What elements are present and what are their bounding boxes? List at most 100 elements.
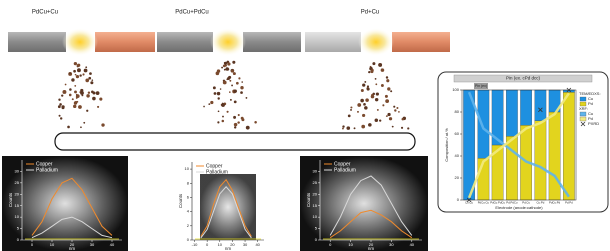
bar-segment: [463, 90, 474, 200]
particle: [227, 111, 229, 113]
particle: [226, 78, 228, 80]
particle: [237, 121, 239, 123]
particle: [92, 92, 95, 95]
particle: [375, 78, 377, 80]
particle: [225, 67, 228, 70]
bar-segment: [535, 90, 546, 121]
panel-labels: PdCu+CuPdCu+PdCuPd+Cu: [32, 10, 379, 16]
particle: [241, 81, 243, 83]
particle: [69, 94, 72, 97]
particle: [234, 100, 237, 103]
particle: [407, 127, 409, 129]
particle: [217, 97, 219, 99]
particle: [85, 66, 87, 68]
y-tick-label: 25: [15, 180, 20, 185]
y-tick-label: 8: [187, 180, 190, 185]
particle: [80, 126, 82, 128]
particle: [229, 91, 231, 93]
particle: [203, 106, 205, 108]
particle: [350, 106, 352, 108]
particle: [76, 94, 80, 98]
particle: [213, 86, 216, 89]
y-tick-label: 10: [15, 214, 20, 219]
particle: [234, 89, 237, 92]
y-tick-label: 100: [452, 87, 459, 92]
particle: [82, 73, 84, 75]
x-tick-label: 30: [389, 242, 394, 247]
x-tick-label: PdCu:Pd: [549, 201, 561, 205]
particle: [378, 63, 382, 67]
electrode: [157, 32, 213, 52]
particle: [79, 74, 81, 76]
particle: [364, 81, 366, 83]
y-tick-label: 6: [187, 195, 190, 200]
legend-label: Palladium: [206, 169, 228, 175]
y-tick-label: 20: [15, 191, 20, 196]
particle: [101, 123, 104, 126]
particle: [75, 74, 77, 76]
electrodes: [8, 28, 450, 56]
particle: [224, 62, 226, 64]
particle: [83, 122, 85, 124]
particle: [231, 70, 234, 73]
particle: [236, 82, 239, 85]
y-tick-label: 20: [313, 191, 318, 196]
particle: [392, 126, 394, 128]
particle: [254, 121, 257, 124]
tem-image: [300, 156, 428, 251]
legend-swatch: [580, 97, 586, 101]
particle: [387, 87, 390, 90]
y-tick-label: 30: [15, 168, 20, 173]
bar-segment: [478, 90, 489, 158]
bar-segment: [506, 136, 517, 200]
legend-label: Pd: [588, 101, 593, 106]
particle: [221, 67, 223, 69]
figure: PdCu+CuPdCu+PdCuPd+Cu 051015202530010203…: [0, 0, 610, 251]
particle: [74, 90, 77, 93]
particle: [85, 79, 89, 83]
particle: [364, 106, 368, 110]
particle: [381, 84, 384, 87]
particle: [382, 104, 384, 106]
x-tick-label: 40: [410, 242, 415, 247]
particle: [372, 62, 375, 65]
particle: [208, 103, 210, 105]
panel-label: Pd+Cu: [361, 10, 380, 16]
particle: [69, 88, 72, 91]
particle: [371, 94, 374, 97]
particle: [78, 105, 82, 109]
electrode: [243, 32, 301, 52]
particle: [210, 101, 213, 104]
particle: [217, 92, 220, 95]
y-tick-label: 40: [455, 153, 460, 158]
particle: [217, 69, 220, 72]
particle: [389, 117, 392, 120]
y-tick-label: 15: [313, 203, 318, 208]
legend-group: XRF:: [579, 106, 588, 111]
particle: [350, 109, 352, 111]
particle: [231, 85, 233, 87]
particle: [381, 68, 385, 72]
tag: Pin (ex): [475, 84, 487, 88]
y-axis-label: Counts: [178, 193, 183, 208]
spark: [358, 28, 394, 56]
particle: [227, 62, 230, 65]
particle: [354, 127, 356, 129]
particle: [217, 121, 219, 123]
particle: [348, 114, 351, 117]
particle: [86, 110, 88, 112]
particle: [398, 111, 400, 113]
particle: [402, 118, 405, 121]
particle: [396, 107, 398, 109]
particle: [346, 126, 350, 130]
particle: [234, 123, 237, 126]
x-tick-label: PdCu:Cu: [478, 201, 490, 205]
x-tick-label: 0: [206, 242, 209, 247]
particle: [363, 103, 366, 106]
y-tick-label: 4: [187, 209, 190, 214]
particle: [58, 105, 61, 108]
legend-label: Palladium: [334, 167, 356, 173]
legend-swatch: [580, 117, 586, 121]
x-tick-label: Pd:PdCu: [506, 201, 518, 205]
particle: [89, 72, 92, 75]
